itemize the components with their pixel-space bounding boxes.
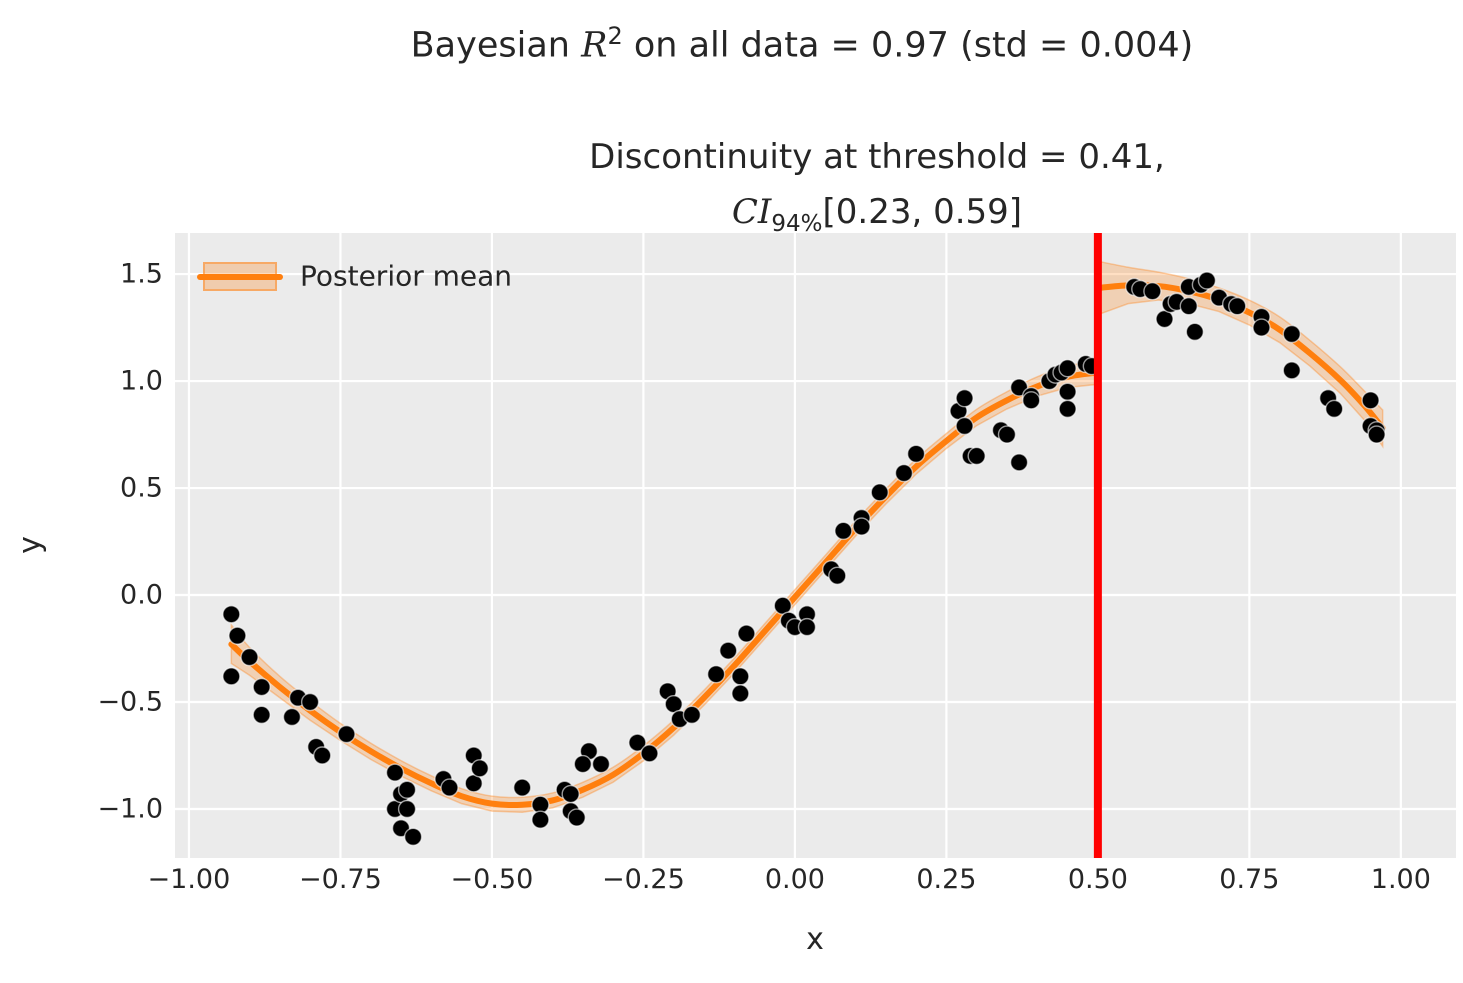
- data-point: [567, 808, 586, 827]
- data-point: [955, 416, 974, 436]
- data-point: [719, 641, 738, 660]
- y-tick-label: 1.0: [120, 365, 163, 397]
- data-point: [240, 647, 259, 667]
- data-point: [300, 692, 320, 712]
- x-tick-label: 0.25: [916, 864, 977, 895]
- data-point: [1179, 296, 1198, 316]
- data-point: [640, 744, 659, 763]
- data-point: [731, 684, 750, 703]
- ci-interval: [0.23, 0.59]: [822, 192, 1023, 232]
- data-point: [573, 754, 593, 774]
- y-axis-label: y: [12, 536, 48, 554]
- y-tick-label: 1.5: [120, 258, 163, 290]
- data-point: [1185, 322, 1205, 342]
- data-point: [1325, 399, 1344, 419]
- r-squared-exponent: 2: [607, 22, 623, 50]
- data-point: [852, 517, 871, 536]
- data-point: [967, 446, 986, 466]
- data-point: [828, 566, 847, 585]
- x-tick-label: −0.50: [450, 864, 534, 895]
- data-point: [737, 624, 756, 643]
- legend-posterior-mean-line-swatch: [197, 274, 283, 280]
- x-tick-label: 0.00: [764, 864, 825, 895]
- data-point: [628, 733, 647, 752]
- data-point: [1282, 361, 1301, 380]
- data-point: [531, 810, 550, 829]
- ci-symbol: CI: [731, 192, 772, 232]
- data-point: [894, 463, 914, 483]
- data-point: [834, 521, 853, 541]
- data-point: [222, 667, 241, 686]
- legend-label: Posterior mean: [300, 259, 513, 293]
- x-tick-label: −0.75: [299, 864, 382, 895]
- data-point: [228, 626, 247, 645]
- legend: Posterior mean: [197, 258, 617, 296]
- data-point: [1009, 453, 1029, 472]
- data-point: [1022, 391, 1041, 410]
- data-point: [997, 425, 1017, 444]
- data-point: [337, 724, 356, 744]
- data-point: [561, 784, 580, 804]
- data-point: [906, 444, 926, 464]
- data-point: [870, 483, 889, 502]
- data-point: [252, 705, 271, 725]
- figure-title-prefix: Bayesian: [410, 25, 582, 66]
- subtitle-line2: CI94%[0.23, 0.59]: [589, 185, 1165, 252]
- data-point: [1252, 318, 1271, 337]
- x-tick-label: −1.00: [147, 864, 231, 895]
- y-tick-label: −0.5: [97, 686, 163, 718]
- x-tick-label: −0.25: [602, 864, 685, 895]
- data-point: [1282, 324, 1301, 344]
- plot-area: [175, 233, 1456, 858]
- data-point: [313, 746, 332, 765]
- data-point: [282, 707, 302, 727]
- credible-band-left: [230, 359, 1099, 813]
- data-point: [1058, 399, 1077, 419]
- data-point: [591, 754, 611, 774]
- data-point: [1143, 281, 1162, 301]
- data-point: [513, 778, 532, 797]
- data-point: [385, 763, 405, 782]
- figure-title: Bayesian R2 on all data = 0.97 (std = 0.…: [411, 22, 1194, 66]
- y-tick-label: −1.0: [97, 793, 163, 825]
- data-point: [1361, 391, 1380, 410]
- data-point: [403, 827, 423, 847]
- data-point: [252, 677, 271, 697]
- data-point: [1228, 296, 1247, 316]
- data-point: [440, 778, 459, 797]
- data-point: [222, 605, 241, 624]
- data-point: [797, 617, 817, 637]
- data-point: [1058, 359, 1077, 378]
- x-tick-label: 0.75: [1219, 864, 1280, 895]
- r-squared-symbol: R: [581, 25, 608, 66]
- data-point: [682, 705, 702, 725]
- data-point: [1197, 271, 1217, 290]
- data-point: [397, 780, 417, 799]
- y-tick-label: 0.0: [120, 579, 163, 611]
- data-point: [1367, 425, 1386, 444]
- data-point: [1058, 382, 1077, 401]
- axes-title: Discontinuity at threshold = 0.41, CI94%…: [589, 130, 1165, 252]
- data-point: [397, 799, 417, 819]
- x-tick-label: 0.50: [1067, 864, 1128, 895]
- figure-title-suffix: on all data = 0.97 (std = 0.004): [622, 25, 1194, 66]
- ci-level-subscript: 94%: [771, 210, 823, 237]
- posterior-mean-curve-left: [228, 369, 1101, 808]
- data-point: [955, 388, 974, 408]
- y-tick-label: 0.5: [120, 472, 163, 504]
- data-point: [470, 759, 489, 778]
- data-point: [731, 667, 750, 686]
- subtitle-line1: Discontinuity at threshold = 0.41,: [589, 137, 1165, 177]
- data-point: [706, 665, 726, 684]
- x-axis-label: x: [806, 922, 824, 957]
- x-tick-label: 1.00: [1370, 864, 1431, 895]
